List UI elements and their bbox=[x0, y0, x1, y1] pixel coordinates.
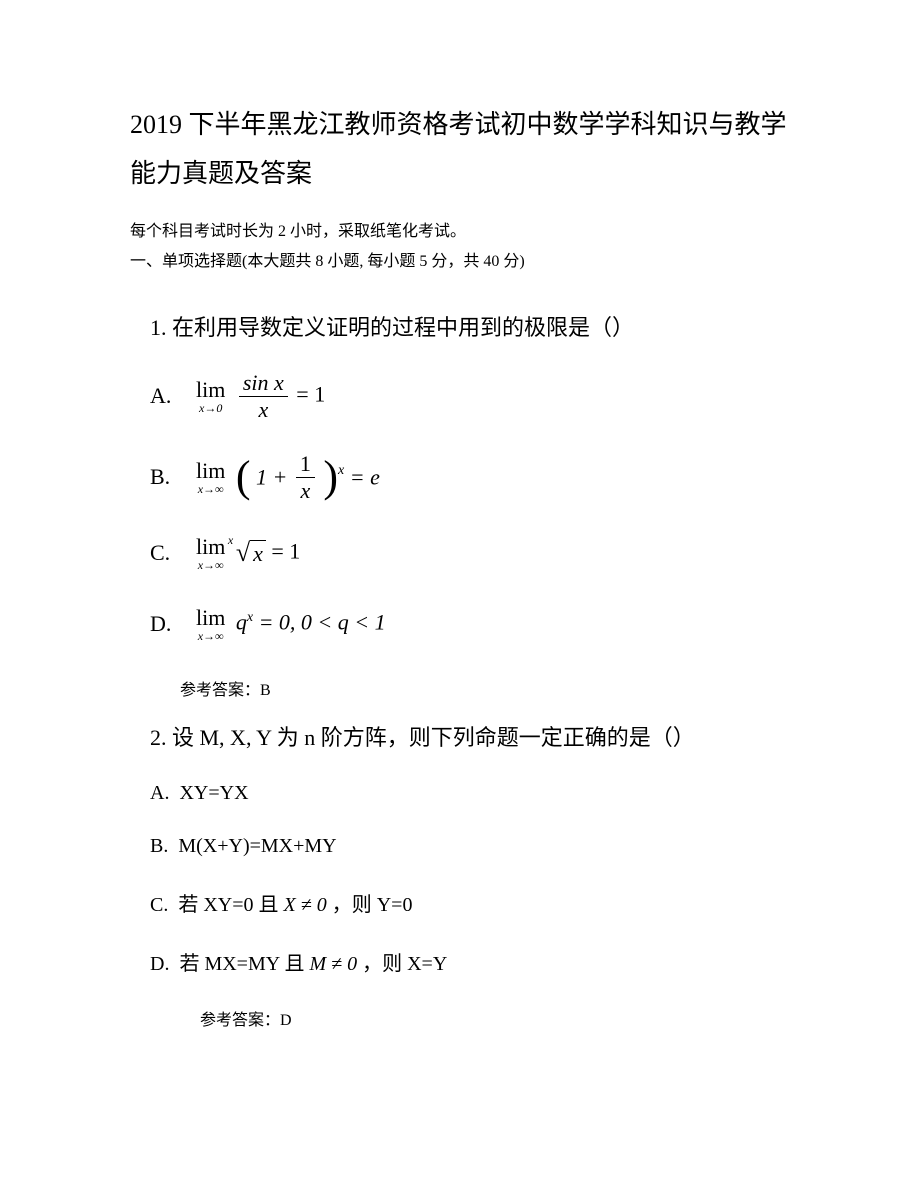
option-suffix: ，则 X=Y bbox=[357, 953, 447, 975]
option-math: lim x→∞ x √x = 1 bbox=[196, 534, 300, 573]
q2-text: 设 M, X, Y 为 n 阶方阵，则下列命题一定正确的是（） bbox=[172, 725, 695, 750]
exam-page: 2019 下半年黑龙江教师资格考试初中数学学科知识与教学能力真题及答案 每个科目… bbox=[0, 0, 920, 1090]
right-paren: ) bbox=[323, 452, 338, 501]
meta-line-1: 每个科目考试时长为 2 小时，采取纸笔化考试。 bbox=[130, 217, 800, 247]
lim-text: lim bbox=[196, 605, 225, 631]
limit-expr: lim x→∞ bbox=[196, 605, 225, 644]
radicand: x bbox=[250, 540, 266, 566]
root-expr: x √x bbox=[236, 538, 266, 568]
limit-expr: lim x→∞ bbox=[196, 458, 225, 497]
meta-line-2: 一、单项选择题(本大题共 8 小题, 每小题 5 分，共 40 分) bbox=[130, 247, 800, 277]
exponent: x bbox=[338, 463, 344, 478]
answer-value: D bbox=[280, 1012, 292, 1029]
q1-option-c: C. lim x→∞ x √x = 1 bbox=[150, 534, 800, 573]
lim-sub: x→∞ bbox=[198, 482, 224, 497]
rhs: = 0, 0 < q < 1 bbox=[259, 609, 386, 634]
frac-denominator: x bbox=[239, 397, 288, 421]
option-label: C. bbox=[150, 540, 178, 566]
q2-stem: 2. 设 M, X, Y 为 n 阶方阵，则下列命题一定正确的是（） bbox=[150, 720, 800, 752]
answer-value: B bbox=[260, 682, 271, 699]
option-math: M ≠ 0 bbox=[309, 953, 357, 975]
radical-icon: √ bbox=[236, 538, 250, 567]
lim-text: lim bbox=[196, 458, 225, 484]
frac-numerator: 1 bbox=[296, 453, 315, 478]
q1-text: 在利用导数定义证明的过程中用到的极限是（） bbox=[172, 315, 634, 340]
question-1: 1. 在利用导数定义证明的过程中用到的极限是（） A. lim x→0 sin … bbox=[130, 310, 800, 700]
q2-option-b: B. M(X+Y)=MX+MY bbox=[150, 835, 800, 858]
frac-numerator: sin x bbox=[239, 372, 288, 397]
option-label: D. bbox=[150, 611, 178, 637]
option-label: B. bbox=[150, 464, 178, 490]
option-label: A. bbox=[150, 383, 178, 409]
exponent: x bbox=[247, 610, 253, 625]
option-text: XY=YX bbox=[179, 782, 248, 804]
option-prefix: 若 MX=MY 且 bbox=[179, 953, 309, 975]
q2-number: 2. bbox=[150, 725, 167, 750]
option-label: A. bbox=[150, 782, 169, 804]
q1-option-a: A. lim x→0 sin x x = 1 bbox=[150, 372, 800, 421]
option-label: D. bbox=[150, 953, 169, 975]
q2-option-a: A. XY=YX bbox=[150, 782, 800, 805]
rhs: = 1 bbox=[296, 381, 325, 406]
option-text: M(X+Y)=MX+MY bbox=[178, 835, 336, 857]
option-label: C. bbox=[150, 894, 168, 916]
option-prefix: 若 XY=0 且 bbox=[178, 894, 283, 916]
left-paren: ( bbox=[236, 452, 251, 501]
document-meta: 每个科目考试时长为 2 小时，采取纸笔化考试。 一、单项选择题(本大题共 8 小… bbox=[130, 217, 800, 278]
question-2: 2. 设 M, X, Y 为 n 阶方阵，则下列命题一定正确的是（） A. XY… bbox=[130, 720, 800, 1030]
option-math: lim x→0 sin x x = 1 bbox=[196, 372, 325, 421]
limit-expr: lim x→∞ bbox=[196, 534, 225, 573]
fraction: sin x x bbox=[239, 372, 288, 421]
q2-option-c: C. 若 XY=0 且 X ≠ 0 ，则 Y=0 bbox=[150, 888, 800, 917]
fraction: 1 x bbox=[296, 453, 315, 502]
q1-number: 1. bbox=[150, 315, 167, 340]
limit-expr: lim x→0 bbox=[196, 377, 225, 416]
rhs: = 1 bbox=[271, 538, 300, 563]
option-label: B. bbox=[150, 835, 168, 857]
inner-lhs: 1 + bbox=[256, 464, 287, 489]
document-title: 2019 下半年黑龙江教师资格考试初中数学学科知识与教学能力真题及答案 bbox=[130, 100, 800, 199]
option-suffix: ，则 Y=0 bbox=[327, 894, 413, 916]
option-math: lim x→∞ ( 1 + 1 x )x = e bbox=[196, 453, 380, 502]
rhs: = e bbox=[350, 464, 380, 489]
answer-label: 参考答案： bbox=[200, 1012, 280, 1029]
base: q bbox=[236, 609, 247, 634]
option-math: X ≠ 0 bbox=[284, 894, 327, 916]
q2-option-d: D. 若 MX=MY 且 M ≠ 0 ，则 X=Y bbox=[150, 947, 800, 976]
q1-option-d: D. lim x→∞ qx = 0, 0 < q < 1 bbox=[150, 605, 800, 644]
frac-denominator: x bbox=[296, 478, 315, 502]
q1-option-b: B. lim x→∞ ( 1 + 1 x )x = e bbox=[150, 453, 800, 502]
lim-text: lim bbox=[196, 377, 225, 403]
q1-stem: 1. 在利用导数定义证明的过程中用到的极限是（） bbox=[150, 310, 800, 342]
root-index: x bbox=[228, 533, 233, 548]
lim-sub: x→∞ bbox=[198, 558, 224, 573]
q1-answer: 参考答案：B bbox=[180, 676, 800, 700]
lim-text: lim bbox=[196, 534, 225, 560]
answer-label: 参考答案： bbox=[180, 682, 260, 699]
option-math: lim x→∞ qx = 0, 0 < q < 1 bbox=[196, 605, 386, 644]
lim-sub: x→∞ bbox=[198, 629, 224, 644]
q2-answer: 参考答案：D bbox=[200, 1006, 800, 1030]
lim-sub: x→0 bbox=[199, 401, 222, 416]
